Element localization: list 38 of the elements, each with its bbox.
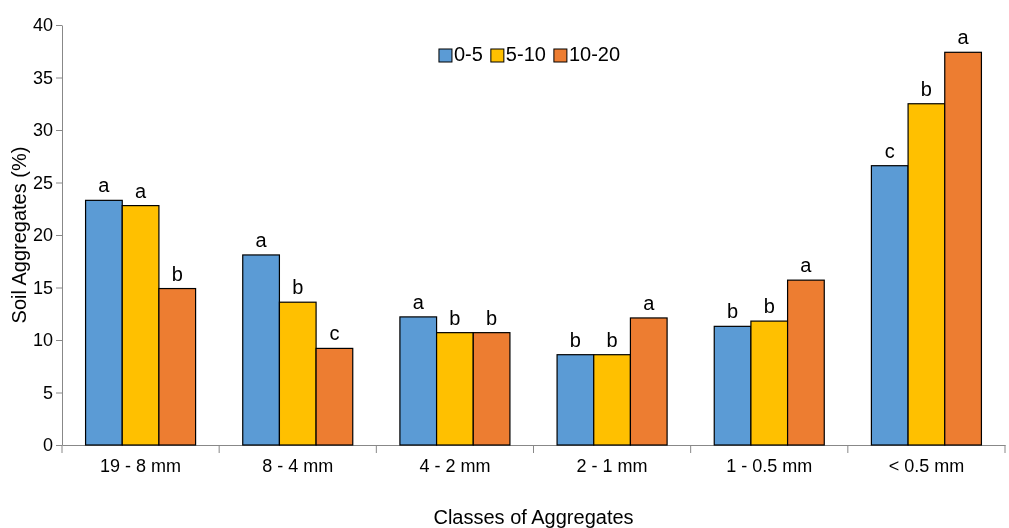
data-label: b: [569, 328, 581, 351]
legend-label: 5-10: [505, 43, 546, 65]
x-tick-label: < 0.5 mm: [888, 455, 965, 476]
data-label: a: [800, 254, 813, 277]
y-tick-label: 0: [42, 435, 53, 456]
y-tick-label: 10: [32, 330, 53, 351]
data-label: c: [884, 139, 895, 162]
data-label: a: [98, 174, 111, 197]
data-label: b: [292, 276, 304, 299]
y-tick-label: 40: [32, 15, 53, 36]
data-label: c: [329, 322, 340, 345]
x-tick-label: 4 - 2 mm: [419, 455, 491, 476]
y-tick-label: 5: [42, 382, 53, 403]
x-tick-label: 19 - 8 mm: [100, 455, 182, 476]
y-tick-label: 20: [32, 225, 53, 246]
data-label: b: [763, 295, 775, 318]
data-label: b: [920, 77, 932, 100]
y-tick-label: 35: [32, 67, 53, 88]
data-label: a: [643, 291, 656, 314]
legend-label: 10-20: [568, 43, 621, 65]
x-tick-label: 2 - 1 mm: [576, 455, 648, 476]
y-tick-label: 30: [32, 120, 53, 141]
y-axis-title: Soil Aggregates (%): [8, 146, 30, 324]
data-label: a: [135, 179, 148, 202]
data-label: b: [171, 262, 183, 285]
data-label: b: [606, 328, 618, 351]
x-axis-title: Classes of Aggregates: [433, 506, 634, 528]
x-tick-label: 8 - 4 mm: [262, 455, 334, 476]
data-label: b: [449, 306, 461, 329]
data-label: a: [957, 26, 970, 49]
x-tick-label: 1 - 0.5 mm: [726, 455, 813, 476]
data-label: a: [255, 228, 268, 251]
data-label: b: [486, 306, 498, 329]
legend-label: 0-5: [453, 43, 483, 65]
data-label: a: [412, 290, 425, 313]
y-tick-label: 15: [32, 277, 53, 298]
data-label: b: [727, 300, 739, 323]
y-tick-label: 25: [32, 172, 53, 193]
